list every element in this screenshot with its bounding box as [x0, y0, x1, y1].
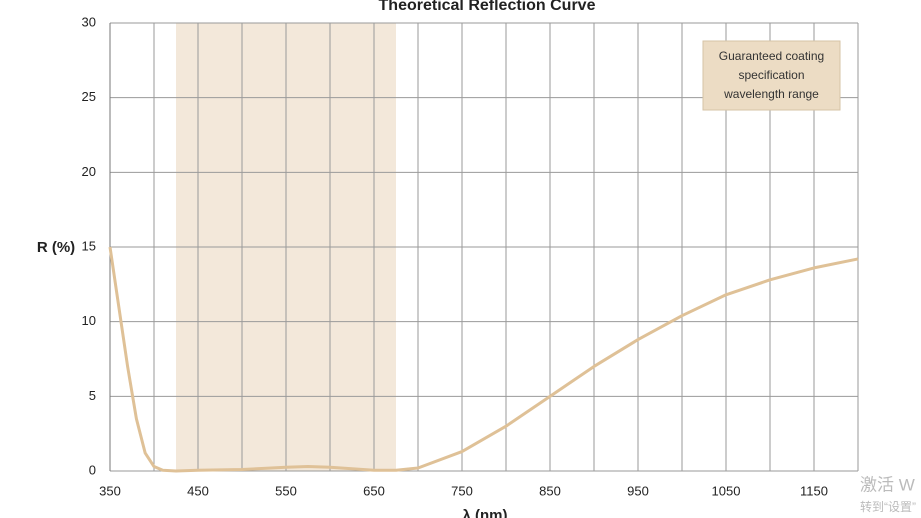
x-tick-label: 450 [187, 483, 209, 498]
y-tick-label: 20 [82, 164, 96, 179]
chart-title: Theoretical Reflection Curve [379, 0, 596, 14]
x-tick-label: 950 [627, 483, 649, 498]
reflection-curve [108, 246, 859, 473]
watermark: 激活 W [860, 475, 915, 494]
x-tick-label: 1050 [712, 483, 741, 498]
band-label-text: Guaranteed coating specification wavelen… [718, 49, 825, 101]
x-tick-label: 550 [275, 483, 297, 498]
x-tick-label: 1150 [800, 483, 828, 498]
y-tick-label: 0 [89, 462, 96, 477]
x-tick-label: 750 [451, 483, 473, 498]
x-tick-label: 350 [99, 483, 121, 498]
x-tick-label: 650 [363, 483, 385, 498]
x-tick-label: 850 [539, 483, 561, 498]
y-axis-label: R (%) [37, 239, 75, 256]
y-tick-label: 5 [89, 388, 96, 403]
y-tick-label: 30 [82, 14, 96, 29]
y-tick-label: 25 [82, 89, 96, 104]
y-tick-label: 10 [82, 313, 96, 328]
x-axis-label: λ (nm) [463, 507, 508, 518]
band-label: Guaranteed coating specification wavelen… [718, 49, 825, 101]
y-tick-label: 15 [82, 238, 96, 253]
watermark: 转到“设置” [860, 499, 916, 514]
band-label-box [702, 40, 841, 111]
plot: 0 5 10 15 20 25 30 350 450 550 650 750 850 950 1050 115… [82, 14, 859, 498]
